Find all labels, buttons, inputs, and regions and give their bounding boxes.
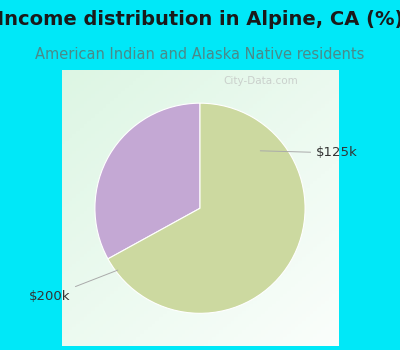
Text: Income distribution in Alpine, CA (%): Income distribution in Alpine, CA (%) (0, 10, 400, 29)
Text: $200k: $200k (28, 270, 118, 303)
Text: American Indian and Alaska Native residents: American Indian and Alaska Native reside… (35, 47, 365, 62)
Text: $125k: $125k (260, 146, 358, 160)
Wedge shape (95, 103, 200, 259)
Text: City-Data.com: City-Data.com (224, 76, 298, 86)
Wedge shape (108, 103, 305, 313)
